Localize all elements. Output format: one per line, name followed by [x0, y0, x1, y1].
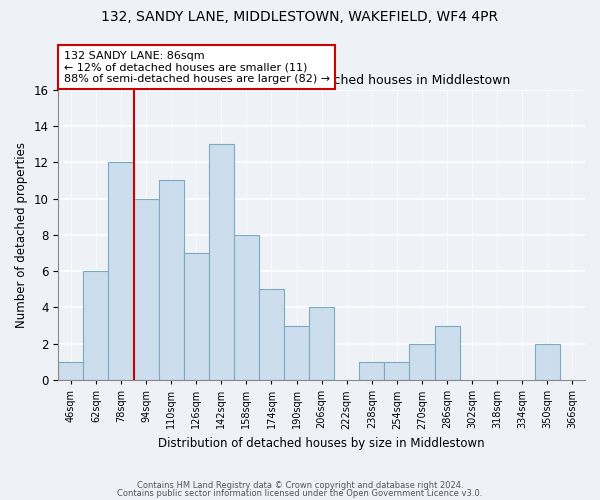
Bar	[409, 344, 434, 380]
Text: 132 SANDY LANE: 86sqm
← 12% of detached houses are smaller (11)
88% of semi-deta: 132 SANDY LANE: 86sqm ← 12% of detached …	[64, 50, 329, 84]
Bar	[58, 362, 83, 380]
Bar	[309, 308, 334, 380]
Bar	[284, 326, 309, 380]
Bar	[385, 362, 409, 380]
Bar	[209, 144, 234, 380]
Bar	[434, 326, 460, 380]
Title: Size of property relative to detached houses in Middlestown: Size of property relative to detached ho…	[134, 74, 510, 87]
Bar	[234, 235, 259, 380]
Bar	[134, 198, 158, 380]
Bar	[158, 180, 184, 380]
Text: Contains public sector information licensed under the Open Government Licence v3: Contains public sector information licen…	[118, 488, 482, 498]
Bar	[259, 290, 284, 380]
Text: Contains HM Land Registry data © Crown copyright and database right 2024.: Contains HM Land Registry data © Crown c…	[137, 481, 463, 490]
Bar	[83, 271, 109, 380]
Y-axis label: Number of detached properties: Number of detached properties	[15, 142, 28, 328]
X-axis label: Distribution of detached houses by size in Middlestown: Distribution of detached houses by size …	[158, 437, 485, 450]
Bar	[184, 253, 209, 380]
Bar	[359, 362, 385, 380]
Bar	[535, 344, 560, 380]
Text: 132, SANDY LANE, MIDDLESTOWN, WAKEFIELD, WF4 4PR: 132, SANDY LANE, MIDDLESTOWN, WAKEFIELD,…	[101, 10, 499, 24]
Bar	[109, 162, 134, 380]
